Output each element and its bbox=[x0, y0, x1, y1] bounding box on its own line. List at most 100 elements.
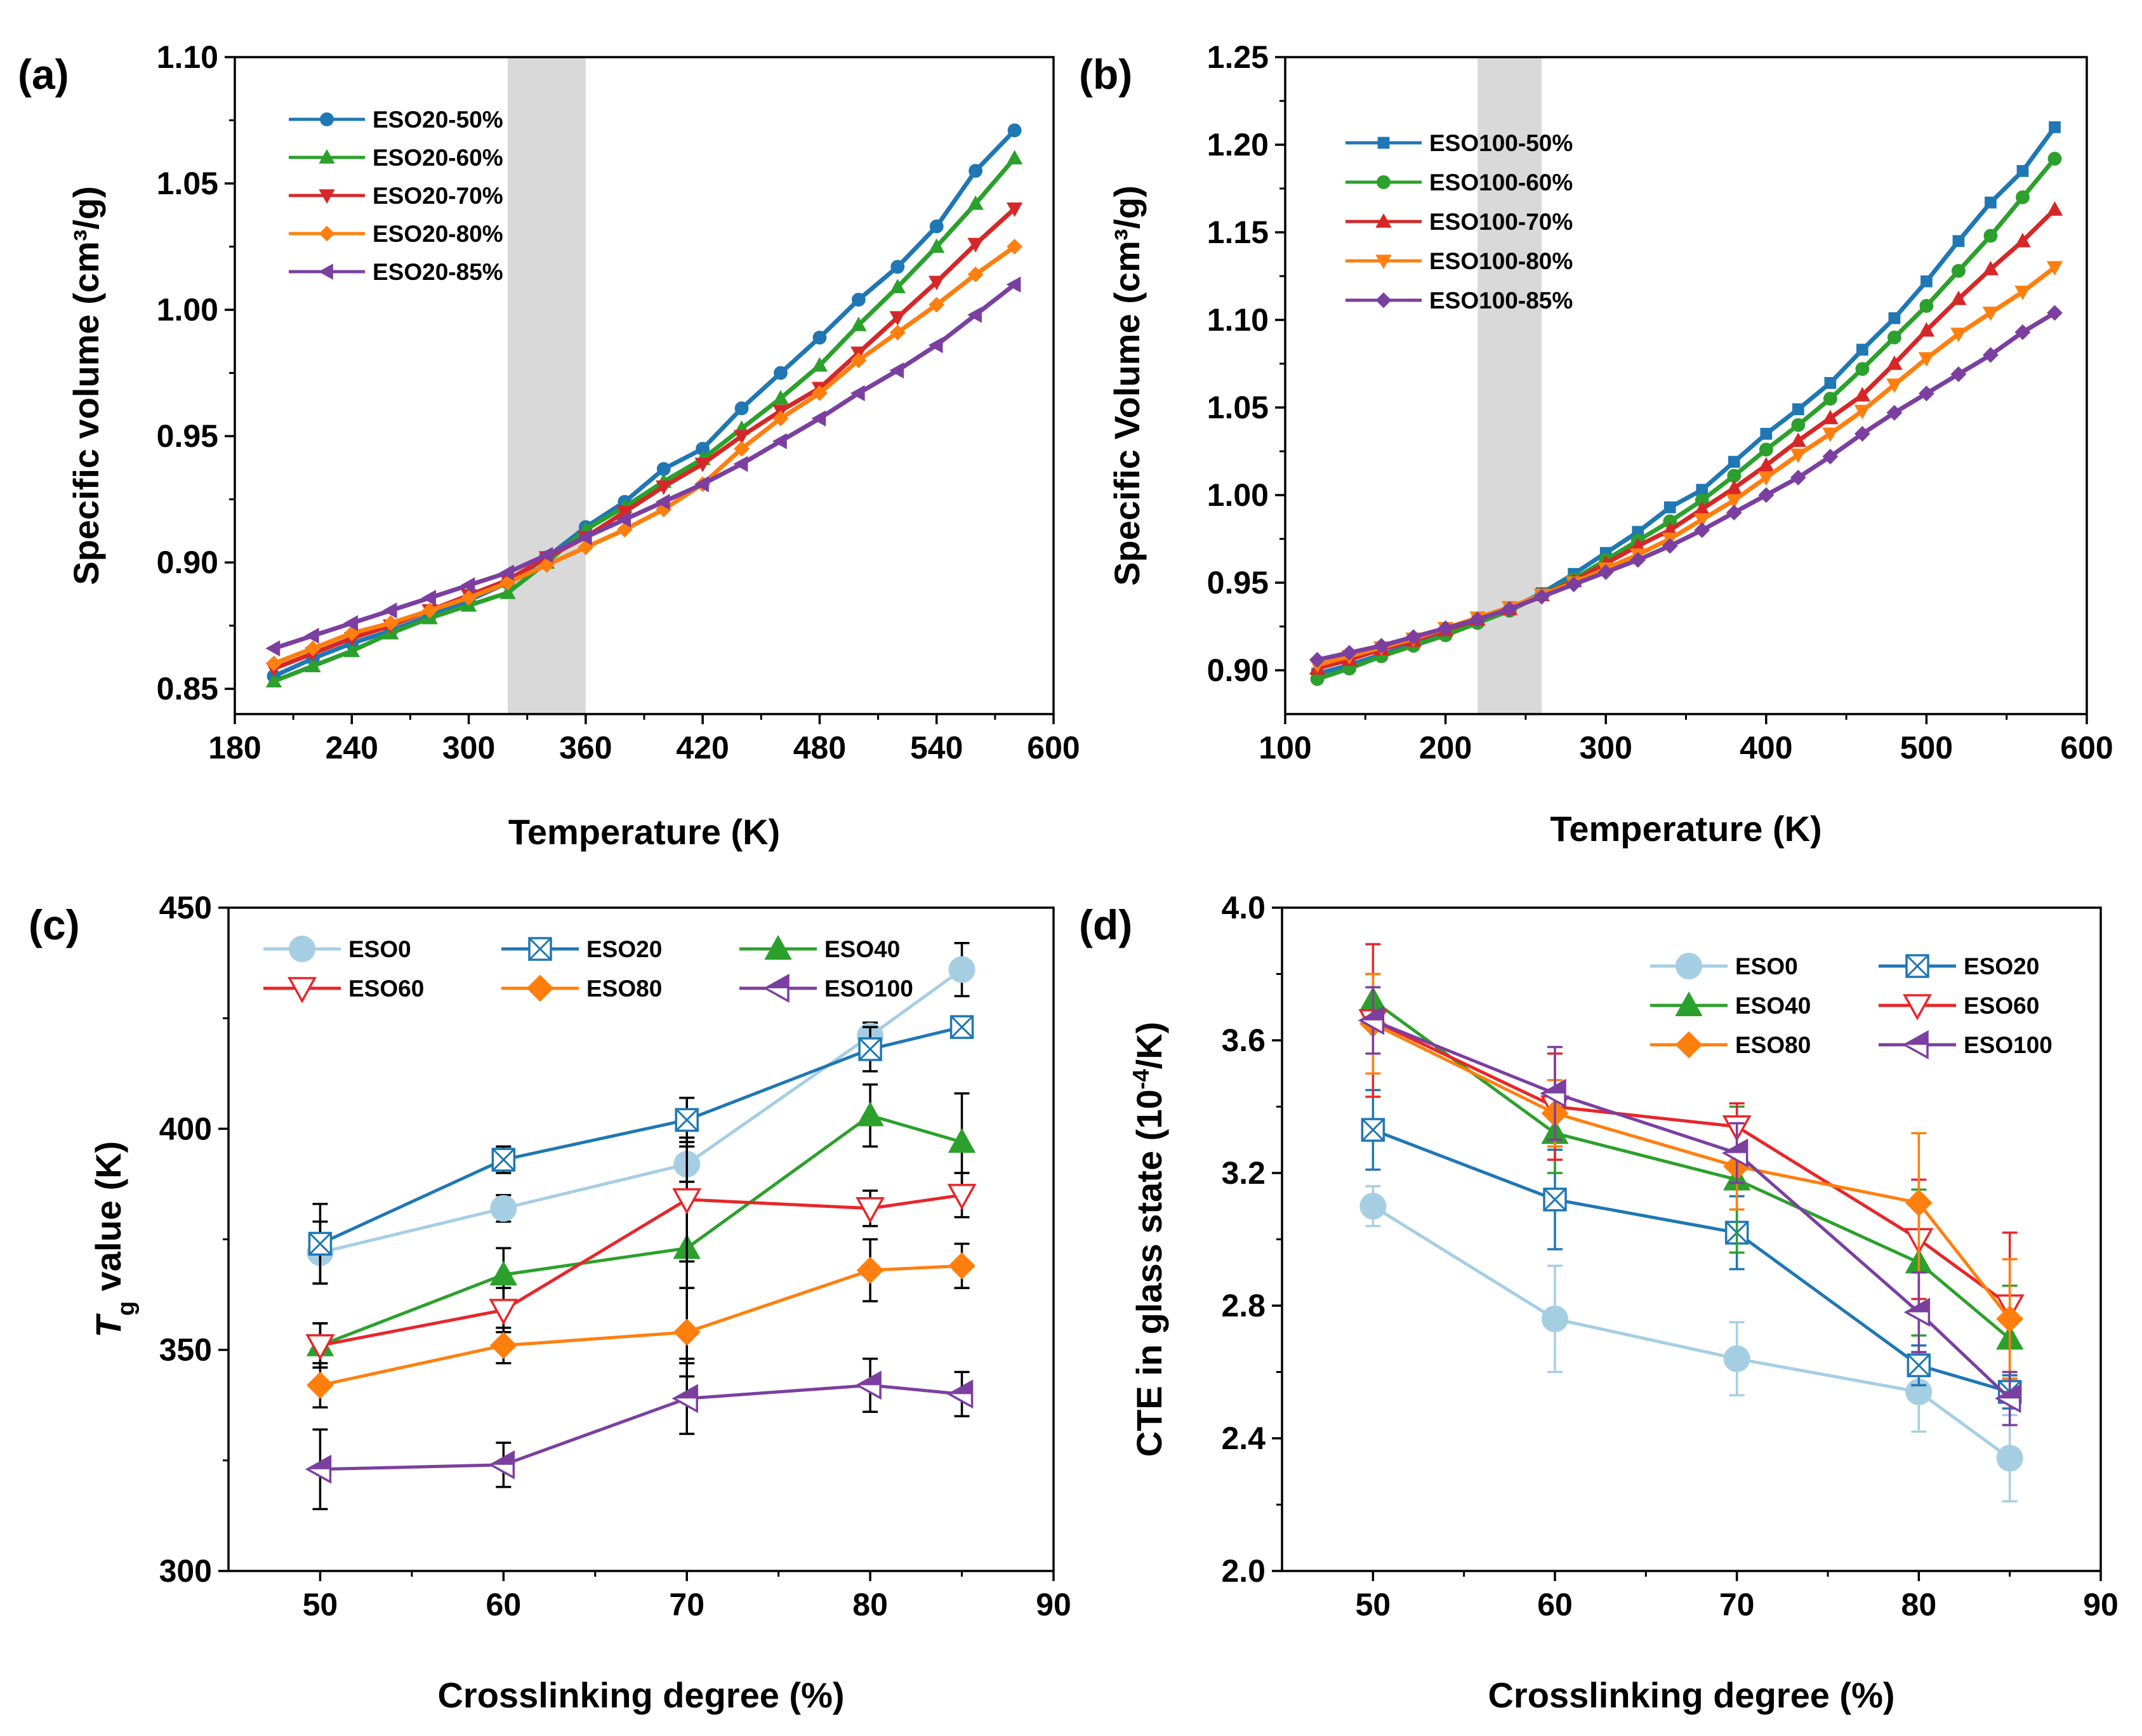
data-point-fill bbox=[1906, 1299, 1929, 1313]
data-point bbox=[1886, 378, 1903, 394]
data-point-fill bbox=[1724, 1140, 1747, 1153]
legend-label: ESO80 bbox=[1735, 1032, 1811, 1058]
data-point bbox=[383, 615, 399, 632]
legend: ESO0 ESO20 ESO40 ESO60 ESO80 ESO100 bbox=[1650, 953, 2053, 1059]
data-point bbox=[489, 1261, 518, 1286]
data-point bbox=[499, 584, 516, 599]
x-tick-label: 90 bbox=[2083, 1587, 2119, 1622]
data-point bbox=[1758, 471, 1775, 486]
data-point bbox=[1597, 564, 1614, 580]
plot-frame bbox=[227, 906, 1055, 1572]
y-tick-label: 1.10 bbox=[1207, 302, 1269, 338]
legend-label: ESO20-60% bbox=[373, 145, 503, 171]
legend-marker-cross bbox=[528, 937, 552, 961]
data-point bbox=[488, 1450, 515, 1480]
y-axis-title-main: T bbox=[88, 1313, 128, 1337]
legend-item: ESO100 bbox=[1879, 1030, 2053, 1059]
legend-item: ESO100-70% bbox=[1345, 209, 1573, 235]
data-point bbox=[1983, 347, 1999, 363]
data-point bbox=[1887, 330, 1901, 345]
x-axis-title: Crosslinking degree (%) bbox=[437, 1675, 844, 1715]
y-tick-label: 1.25 bbox=[1207, 39, 1269, 75]
data-point bbox=[265, 640, 281, 657]
y-tick-label: 0.90 bbox=[1207, 653, 1269, 688]
data-point bbox=[2046, 261, 2063, 276]
legend-label: ESO20-50% bbox=[373, 107, 503, 133]
series-line bbox=[1316, 126, 2057, 676]
data-point bbox=[343, 642, 360, 658]
data-point bbox=[1006, 276, 1021, 293]
legend-label: ESO60 bbox=[348, 976, 424, 1002]
data-point bbox=[1921, 275, 1933, 288]
panel-label: (a) bbox=[18, 51, 69, 98]
data-point bbox=[1663, 501, 1676, 514]
legend-item: ESO20-70% bbox=[289, 183, 503, 209]
data-point bbox=[1854, 387, 1871, 402]
data-point bbox=[967, 237, 984, 253]
x-tick-label: 180 bbox=[208, 730, 261, 765]
series-eso20-60- bbox=[265, 150, 1023, 688]
data-point bbox=[343, 625, 360, 642]
legend-label: ESO100-70% bbox=[1429, 209, 1573, 235]
x-tick-label: 360 bbox=[559, 730, 612, 765]
data-point bbox=[1662, 538, 1678, 554]
data-point bbox=[929, 238, 945, 253]
legend-label: ESO100-60% bbox=[1429, 169, 1573, 195]
legend-item: ESO20-80% bbox=[289, 221, 503, 247]
data-point bbox=[1903, 1297, 1931, 1327]
legend-label: ESO100-50% bbox=[1429, 130, 1573, 156]
legend-marker bbox=[1675, 991, 1703, 1016]
data-point bbox=[2049, 121, 2061, 133]
data-point bbox=[1791, 418, 1806, 432]
legend-marker bbox=[1375, 292, 1392, 308]
series-line bbox=[273, 282, 1016, 651]
legend-marker bbox=[319, 149, 335, 164]
series-eso100-50- bbox=[1311, 121, 2061, 680]
legend-item: ESO60 bbox=[1879, 993, 2039, 1021]
data-point bbox=[489, 1299, 519, 1325]
data-point bbox=[856, 1101, 884, 1127]
data-point bbox=[929, 275, 945, 291]
x-tick-label: 80 bbox=[1901, 1587, 1937, 1622]
x-tick-label: 540 bbox=[910, 730, 963, 765]
data-point bbox=[308, 1231, 333, 1256]
data-point bbox=[671, 1384, 698, 1414]
y-tick-label: 4.0 bbox=[1221, 890, 1266, 925]
data-point bbox=[1722, 1138, 1749, 1168]
data-point bbox=[1918, 385, 1934, 402]
data-point bbox=[811, 357, 828, 372]
data-point bbox=[577, 529, 592, 546]
data-point bbox=[855, 1370, 882, 1400]
series-line bbox=[1372, 1022, 2011, 1320]
legend-label: ESO20-80% bbox=[373, 221, 503, 247]
x-axis-title: Temperature (K) bbox=[1550, 809, 1821, 849]
data-point bbox=[774, 366, 788, 380]
data-point bbox=[969, 164, 983, 178]
data-point bbox=[499, 564, 514, 581]
legend-marker bbox=[319, 225, 335, 242]
legend-item: ESO100-85% bbox=[1345, 288, 1573, 314]
legend: ESO100-50% ESO100-60% ESO100-70% ESO100-80%… bbox=[1345, 130, 1573, 314]
data-point bbox=[1790, 448, 1807, 463]
data-point bbox=[948, 1252, 975, 1280]
data-point bbox=[1502, 600, 1518, 617]
data-point-fill bbox=[857, 1372, 881, 1386]
legend-marker bbox=[289, 936, 315, 962]
data-point bbox=[672, 1188, 702, 1215]
data-point bbox=[1359, 1193, 1387, 1220]
data-point bbox=[499, 574, 516, 591]
y-axis-title-rest: value (K) bbox=[88, 1141, 128, 1301]
x-tick-label: 480 bbox=[793, 730, 846, 765]
series-line bbox=[272, 129, 1017, 679]
legend: ESO0 ESO20 ESO40 ESO60 ESO80 ESO100 bbox=[263, 934, 913, 1004]
y-tick-label: 1.00 bbox=[1207, 477, 1269, 513]
x-tick-label: 50 bbox=[303, 1587, 338, 1622]
data-point bbox=[811, 410, 826, 427]
series-eso100-60- bbox=[1310, 152, 2062, 686]
x-axis-title: Temperature (K) bbox=[508, 812, 780, 852]
data-point-cross bbox=[675, 1108, 699, 1132]
legend: ESO20-50% ESO20-60% ESO20-70% ESO20-80% ESO2… bbox=[289, 107, 503, 285]
data-point bbox=[850, 385, 865, 402]
data-point bbox=[812, 330, 827, 345]
